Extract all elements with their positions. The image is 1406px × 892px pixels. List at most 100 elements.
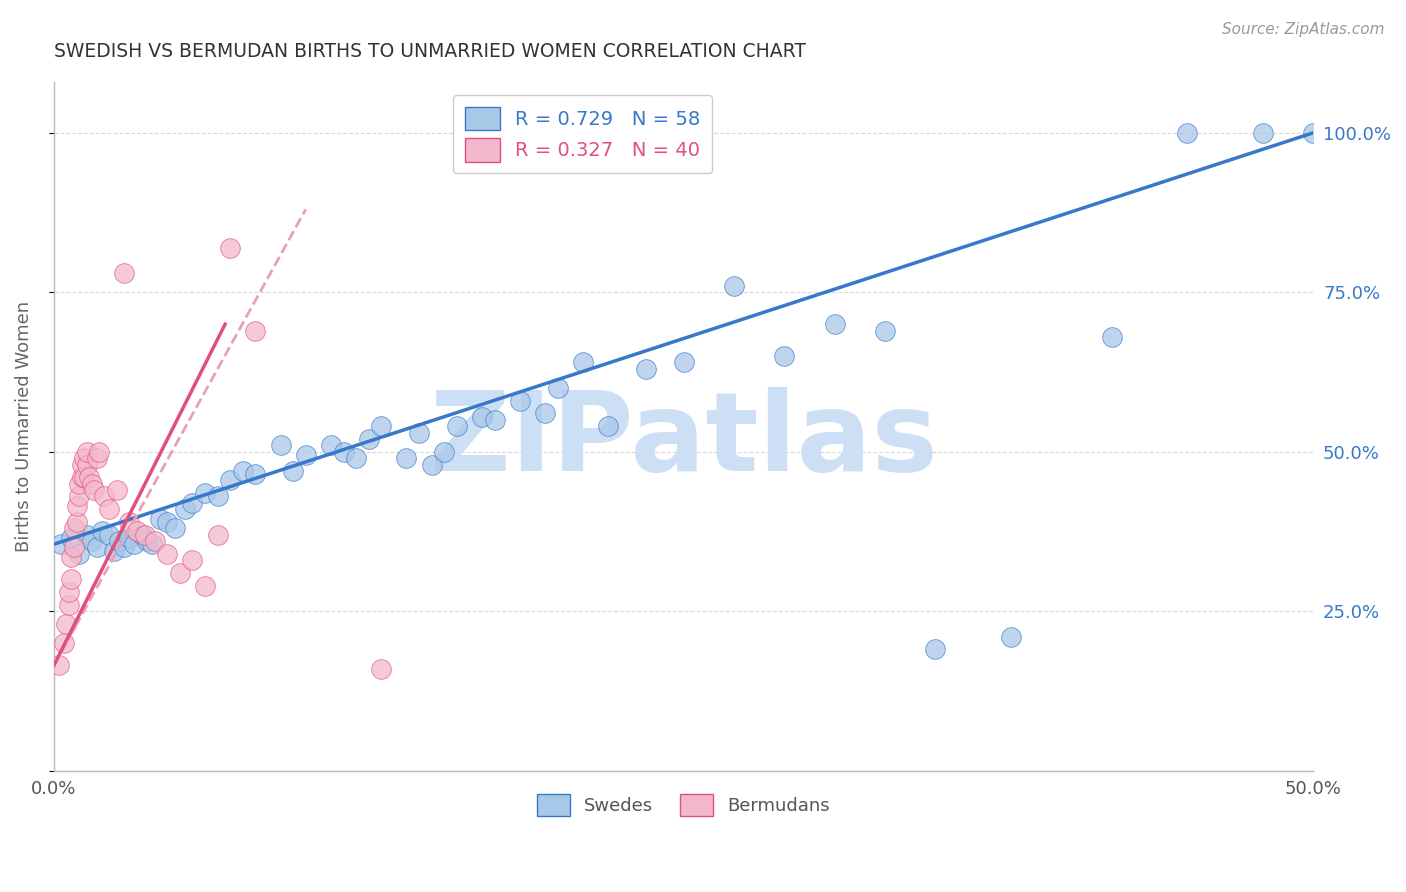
Point: [1101, 330, 1123, 344]
Point: [873, 324, 896, 338]
Point: [65, 499, 87, 513]
Point: [824, 317, 846, 331]
Point: [773, 349, 796, 363]
Point: [112, 541, 135, 555]
Text: SWEDISH VS BERMUDAN BIRTHS TO UNMARRIED WOMEN CORRELATION CHART: SWEDISH VS BERMUDAN BIRTHS TO UNMARRIED …: [53, 42, 806, 61]
Point: [143, 534, 166, 549]
Point: [125, 524, 148, 539]
Point: [149, 512, 172, 526]
Point: [156, 547, 179, 561]
Point: [924, 642, 946, 657]
Point: [73, 470, 96, 484]
Point: [357, 432, 380, 446]
Point: [131, 527, 153, 541]
Point: [93, 489, 115, 503]
Point: [98, 527, 121, 541]
Point: [163, 521, 186, 535]
Point: [76, 458, 98, 472]
Point: [194, 486, 217, 500]
Point: [67, 476, 90, 491]
Point: [76, 527, 98, 541]
Point: [118, 515, 141, 529]
Point: [156, 515, 179, 529]
Text: Source: ZipAtlas.com: Source: ZipAtlas.com: [1222, 22, 1385, 37]
Point: [67, 489, 90, 503]
Point: [1251, 126, 1274, 140]
Point: [572, 355, 595, 369]
Point: [112, 266, 135, 280]
Point: [672, 355, 695, 369]
Point: [80, 534, 103, 549]
Point: [344, 451, 367, 466]
Point: [60, 549, 83, 564]
Point: [173, 502, 195, 516]
Point: [1175, 126, 1198, 140]
Point: [58, 585, 80, 599]
Point: [370, 662, 392, 676]
Point: [471, 409, 494, 424]
Point: [294, 448, 316, 462]
Point: [51, 537, 73, 551]
Point: [103, 543, 125, 558]
Point: [395, 451, 418, 466]
Point: [70, 470, 93, 484]
Point: [1302, 126, 1324, 140]
Point: [509, 393, 531, 408]
Point: [86, 451, 108, 466]
Point: [207, 527, 229, 541]
Point: [73, 451, 96, 466]
Point: [332, 444, 354, 458]
Point: [596, 419, 619, 434]
Point: [245, 467, 267, 481]
Point: [194, 579, 217, 593]
Point: [48, 658, 70, 673]
Point: [281, 464, 304, 478]
Y-axis label: Births to Unmarried Women: Births to Unmarried Women: [15, 301, 32, 552]
Point: [484, 413, 506, 427]
Point: [181, 553, 204, 567]
Point: [70, 458, 93, 472]
Point: [77, 470, 100, 484]
Point: [86, 541, 108, 555]
Point: [118, 531, 141, 545]
Point: [232, 464, 254, 478]
Point: [105, 483, 128, 497]
Point: [433, 444, 456, 458]
Point: [141, 537, 163, 551]
Point: [219, 474, 242, 488]
Point: [420, 458, 443, 472]
Point: [124, 537, 146, 551]
Text: ZIPatlas: ZIPatlas: [430, 386, 938, 493]
Point: [219, 241, 242, 255]
Point: [60, 572, 83, 586]
Point: [52, 636, 75, 650]
Point: [634, 361, 657, 376]
Point: [547, 381, 569, 395]
Point: [90, 524, 112, 539]
Point: [60, 531, 83, 545]
Point: [319, 438, 342, 452]
Point: [98, 502, 121, 516]
Point: [80, 476, 103, 491]
Point: [89, 444, 111, 458]
Point: [63, 521, 86, 535]
Point: [446, 419, 468, 434]
Point: [270, 438, 292, 452]
Point: [58, 598, 80, 612]
Point: [65, 515, 87, 529]
Point: [1000, 630, 1022, 644]
Point: [134, 527, 156, 541]
Point: [76, 444, 98, 458]
Point: [245, 324, 267, 338]
Point: [108, 534, 131, 549]
Point: [169, 566, 191, 580]
Point: [723, 279, 745, 293]
Point: [534, 407, 557, 421]
Point: [207, 489, 229, 503]
Legend: Swedes, Bermudans: Swedes, Bermudans: [530, 788, 837, 823]
Point: [370, 419, 392, 434]
Point: [63, 541, 86, 555]
Point: [181, 496, 204, 510]
Point: [83, 483, 105, 497]
Point: [67, 547, 90, 561]
